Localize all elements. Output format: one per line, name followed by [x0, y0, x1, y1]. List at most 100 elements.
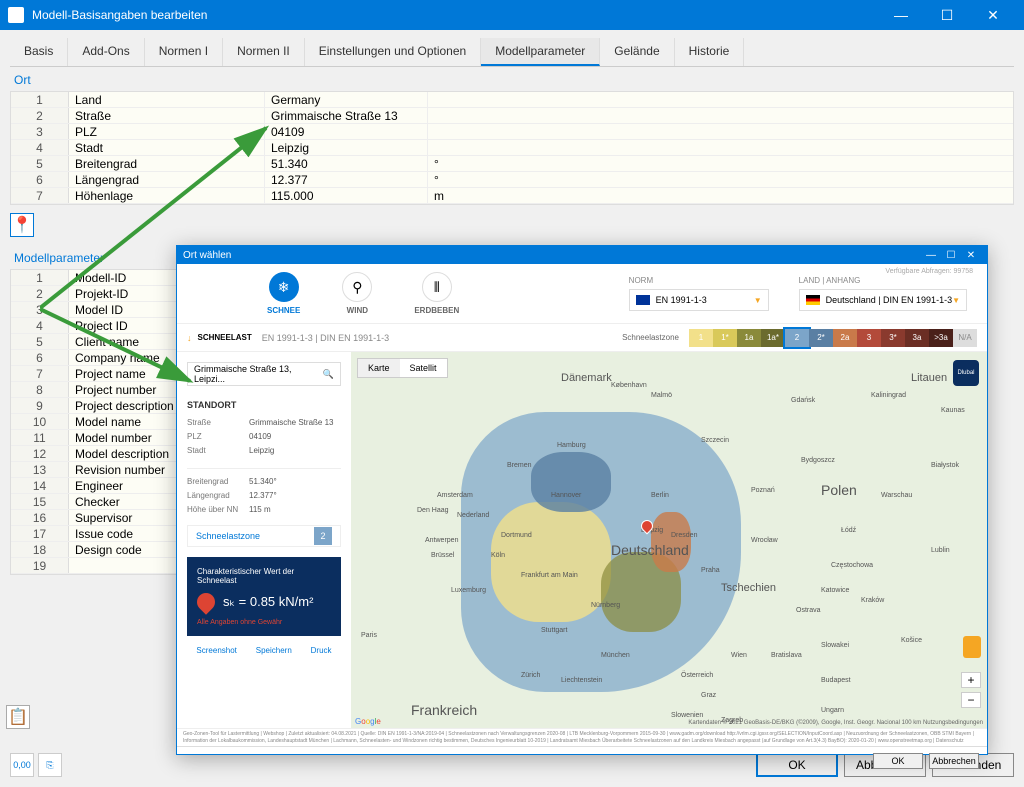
param-row[interactable]: 6Company name [11, 350, 179, 366]
map-tab-karte[interactable]: Karte [358, 359, 400, 377]
map-tab-satellit[interactable]: Satellit [400, 359, 447, 377]
link-druck[interactable]: Druck [311, 646, 332, 655]
main-tabs: BasisAdd-OnsNormen INormen IIEinstellung… [10, 38, 1014, 67]
map-city-label: Košice [901, 637, 922, 644]
param-row[interactable]: 4Project ID [11, 318, 179, 334]
dialog-close[interactable]: ✕ [961, 250, 981, 261]
param-row[interactable]: 14Engineer [11, 478, 179, 494]
zoom-in-button[interactable]: + [961, 672, 981, 688]
land-select[interactable]: Deutschland | DIN EN 1991-1-3 ▼ [799, 289, 967, 311]
close-button[interactable]: ✕ [970, 0, 1016, 30]
link-speichern[interactable]: Speichern [256, 646, 292, 655]
ort-section-label: Ort [10, 67, 1014, 91]
params-grid: 1Modell-ID2Projekt-ID3Model ID4Project I… [10, 269, 180, 575]
map-country-label: Dänemark [561, 372, 612, 384]
ort-row[interactable]: 1LandGermany [11, 92, 1013, 108]
param-row[interactable]: 13Revision number [11, 462, 179, 478]
zone-chip-1*[interactable]: 1* [713, 329, 737, 347]
param-row[interactable]: 3Model ID [11, 302, 179, 318]
param-row[interactable]: 1Modell-ID [11, 270, 179, 286]
map-city-label: Częstochowa [831, 562, 873, 569]
param-row[interactable]: 10Model name [11, 414, 179, 430]
tab-gelände[interactable]: Gelände [600, 38, 674, 66]
param-row[interactable]: 16Supervisor [11, 510, 179, 526]
map-city-label: Paris [361, 632, 377, 639]
tab-historie[interactable]: Historie [675, 38, 745, 66]
map-country-label: Frankreich [411, 702, 477, 718]
zoom-out-button[interactable]: − [961, 692, 981, 708]
map-country-label: Polen [821, 482, 857, 498]
param-row[interactable]: 17Issue code [11, 526, 179, 542]
param-row[interactable]: 2Projekt-ID [11, 286, 179, 302]
param-row[interactable]: 7Project name [11, 366, 179, 382]
tab-einstellungen-und-optionen[interactable]: Einstellungen und Optionen [305, 38, 481, 66]
param-row[interactable]: 12Model description [11, 446, 179, 462]
ort-row[interactable]: 5Breitengrad51.340° [11, 156, 1013, 172]
param-row[interactable]: 15Checker [11, 494, 179, 510]
dialog-ok-button[interactable]: OK [873, 753, 923, 769]
map-city-label: Hamburg [557, 442, 586, 449]
param-row[interactable]: 8Project number [11, 382, 179, 398]
minimize-button[interactable]: — [878, 0, 924, 30]
main-titlebar: Modell-Basisangaben bearbeiten — ☐ ✕ [0, 0, 1024, 30]
map-city-label: Nürnberg [591, 602, 620, 609]
search-input[interactable]: Grimmaische Straße 13, Leipzi... 🔍 [187, 362, 341, 386]
zone-chip-1a*[interactable]: 1a* [761, 329, 785, 347]
dialog-cancel-button[interactable]: Abbrechen [929, 753, 979, 769]
map-city-label: Wien [731, 652, 747, 659]
zone-chip-3[interactable]: 3 [857, 329, 881, 347]
tab-normen-ii[interactable]: Normen II [223, 38, 305, 66]
zone-chip-2*[interactable]: 2* [809, 329, 833, 347]
copy-icon[interactable]: ⎘ [38, 753, 62, 777]
pegman-icon[interactable] [963, 636, 981, 658]
map-city-label: Łódź [841, 527, 856, 534]
tab-add-ons[interactable]: Add-Ons [68, 38, 144, 66]
tab-normen-i[interactable]: Normen I [145, 38, 223, 66]
param-row[interactable]: 5Client name [11, 334, 179, 350]
map-city-label: Bratislava [771, 652, 802, 659]
param-row[interactable]: 19 [11, 558, 179, 574]
maximize-button[interactable]: ☐ [924, 0, 970, 30]
standort-row: Breitengrad51.340° [187, 477, 341, 486]
ort-row[interactable]: 7Höhenlage115.000m [11, 188, 1013, 204]
decimals-icon[interactable]: 0,00 [10, 753, 34, 777]
map-city-label: Luxemburg [451, 587, 486, 594]
norm-select[interactable]: EN 1991-1-3 ▼ [629, 289, 769, 311]
land-header: LAND | ANHANG [799, 276, 967, 285]
param-row[interactable]: 18Design code [11, 542, 179, 558]
ort-row[interactable]: 4StadtLeipzig [11, 140, 1013, 156]
ort-row[interactable]: 2StraßeGrimmaische Straße 13 [11, 108, 1013, 124]
search-icon: 🔍 [323, 369, 334, 380]
zone-chip-2a[interactable]: 2a [833, 329, 857, 347]
link-screenshot[interactable]: Screenshot [196, 646, 236, 655]
load-type-schnee[interactable]: ❄SCHNEE [267, 272, 300, 315]
map-city-label: Gdańsk [791, 397, 815, 404]
clipboard-button[interactable]: 📋 [6, 705, 30, 729]
ort-row[interactable]: 6Längengrad12.377° [11, 172, 1013, 188]
zone-chip-3a[interactable]: 3a [905, 329, 929, 347]
location-picker-button[interactable]: 📍 [10, 213, 34, 237]
dialog-minimize[interactable]: — [921, 250, 941, 261]
map-city-label: Zagreb [721, 717, 743, 724]
map-country-label: Deutschland [611, 542, 689, 558]
map-city-label: Kaliningrad [871, 392, 906, 399]
zone-chip-1[interactable]: 1 [689, 329, 713, 347]
map-country-label: Tschechien [721, 582, 776, 594]
ort-row[interactable]: 3PLZ04109 [11, 124, 1013, 140]
tab-basis[interactable]: Basis [10, 38, 68, 66]
zone-chip-N/A[interactable]: N/A [953, 329, 977, 347]
zone-chip-3*[interactable]: 3* [881, 329, 905, 347]
load-type-erdbeben[interactable]: ⫴ERDBEBEN [414, 272, 459, 315]
tab-modellparameter[interactable]: Modellparameter [481, 38, 600, 66]
load-type-wind[interactable]: ⚲WIND [342, 272, 372, 315]
eu-flag-icon [636, 295, 650, 305]
param-row[interactable]: 11Model number [11, 430, 179, 446]
dialog-maximize[interactable]: ☐ [941, 250, 961, 261]
zone-chip->3a[interactable]: >3a [929, 329, 953, 347]
param-row[interactable]: 9Project description [11, 398, 179, 414]
map-city-label: Malmö [651, 392, 672, 399]
zone-chip-1a[interactable]: 1a [737, 329, 761, 347]
zone-result-value: 2 [314, 527, 332, 545]
map-panel[interactable]: Karte Satellit Dlubal + − Google Kartend… [351, 352, 987, 728]
zone-chip-2[interactable]: 2 [785, 329, 809, 347]
